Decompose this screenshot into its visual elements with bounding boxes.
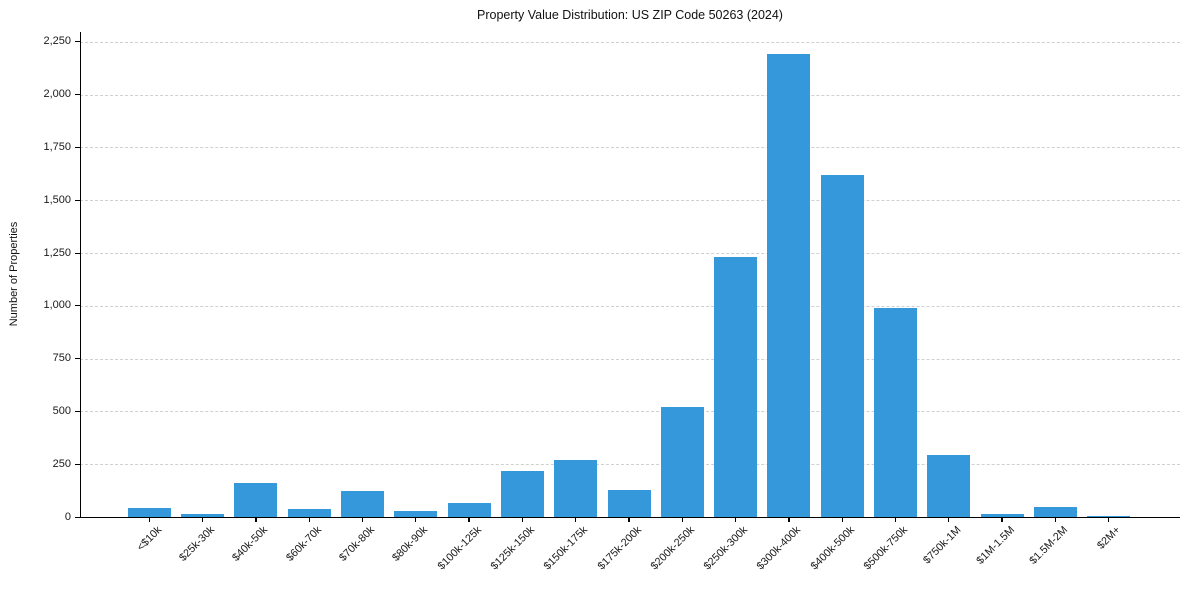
bar-$70k-80k — [341, 491, 384, 517]
bar-$1M-1.5M — [980, 514, 1024, 517]
x-axis-tick — [1054, 517, 1057, 522]
bar-$200k-250k — [660, 407, 704, 517]
bar-$25k-30k — [181, 514, 225, 517]
x-axis-tick — [361, 517, 364, 522]
bar-$750k-1M — [927, 454, 971, 517]
x-axis-tick — [1108, 517, 1110, 522]
x-axis-tick — [575, 517, 577, 522]
y-tick-label: 0 — [64, 510, 71, 523]
x-axis-tick — [255, 517, 257, 522]
x-axis-tick — [468, 517, 470, 522]
y-axis-tick — [75, 410, 80, 413]
bar-$125k-150k — [500, 470, 544, 517]
y-axis-tick — [75, 199, 80, 201]
y-axis-tick — [75, 146, 80, 149]
y-tick-label: 1,000 — [43, 299, 71, 312]
x-tick-label: $250k-300k — [701, 524, 751, 573]
bar-$1.5M-2M — [1033, 506, 1077, 517]
x-tick-label: $25k-30k — [177, 524, 218, 564]
y-tick-label: 2,000 — [43, 88, 71, 101]
x-tick-label: $40k-50k — [230, 524, 271, 564]
y-tick-label: 1,750 — [43, 140, 71, 153]
bar-$300k-400k — [767, 54, 811, 517]
gridline — [80, 358, 1180, 360]
x-tick-label: $1M-1.5M — [973, 524, 1017, 567]
gridline — [80, 147, 1180, 149]
x-axis-tick — [948, 517, 950, 522]
x-tick-label: $175k-200k — [595, 524, 644, 573]
x-tick-label: $150k-175k — [541, 524, 591, 573]
x-tick-label: $125k-150k — [488, 524, 537, 573]
bar-$150k-175k — [554, 460, 598, 517]
x-tick-label: $1.5M-2M — [1027, 524, 1070, 567]
gridline — [80, 464, 1180, 466]
y-tick-label: 750 — [52, 352, 71, 365]
y-tick-label: 500 — [52, 404, 71, 417]
bar-$250k-300k — [714, 257, 758, 517]
x-axis-tick — [841, 517, 843, 522]
gridline — [80, 305, 1180, 307]
x-tick-label: $70k-80k — [337, 524, 377, 564]
x-axis-tick — [1001, 517, 1003, 522]
y-axis-tick — [75, 358, 80, 360]
x-tick-label: $60k-70k — [283, 524, 324, 564]
x-tick-label: $100k-125k — [435, 524, 484, 573]
gridline — [80, 200, 1180, 202]
bar-$500k-750k — [874, 307, 917, 517]
y-axis-tick — [75, 252, 80, 254]
bar-$40k-50k — [234, 483, 278, 517]
y-tick-label: 250 — [52, 457, 71, 470]
y-axis-tick — [75, 305, 80, 307]
plot-area: 0 250 500 750 1,000 1,250 1,500 1,750 2,000 2,250… — [43, 32, 1180, 572]
chart-title: Property Value Distribution: US ZIP Code… — [477, 8, 783, 22]
gridline — [80, 41, 1180, 43]
bar-$175k-200k — [607, 489, 651, 517]
x-axis-tick — [201, 517, 204, 522]
x-axis-tick — [628, 517, 630, 522]
y-axis-spine — [80, 32, 82, 517]
bar-$60k-70k — [287, 508, 331, 517]
x-axis-tick — [681, 517, 683, 522]
gridline — [80, 94, 1180, 96]
y-tick-label: 1,250 — [43, 246, 71, 259]
y-tick-label: 1,500 — [43, 193, 71, 206]
x-tick-label: $300k-400k — [754, 524, 804, 573]
x-tick-label: $2M+ — [1095, 524, 1124, 552]
bar-$100k-125k — [447, 503, 491, 517]
bar-<$10k — [127, 508, 171, 517]
y-axis-tick — [75, 41, 80, 43]
x-axis-tick — [521, 517, 524, 522]
y-tick-label: 2,250 — [43, 35, 71, 48]
gridline — [80, 411, 1180, 413]
gridline — [80, 253, 1180, 254]
x-tick-label: $500k-750k — [861, 524, 910, 573]
bar-$2M+ — [1087, 515, 1131, 517]
bar-$80k-90k — [394, 511, 438, 517]
x-axis-spine — [80, 516, 1180, 518]
x-axis-tick — [148, 517, 150, 522]
bar-$400k-500k — [820, 174, 864, 517]
x-tick-label: <$10k — [134, 524, 164, 554]
x-axis-tick — [894, 517, 897, 522]
x-tick-label: $200k-250k — [648, 524, 697, 573]
x-tick-label: $80k-90k — [390, 524, 431, 564]
x-axis-tick — [415, 517, 417, 522]
y-axis-tick — [75, 516, 80, 518]
y-axis-tick — [75, 463, 80, 465]
x-axis-tick — [788, 517, 790, 522]
y-axis-tick — [75, 94, 80, 96]
x-tick-label: $400k-500k — [808, 524, 857, 573]
x-axis-tick — [734, 517, 737, 522]
x-axis-tick — [308, 517, 310, 522]
x-tick-label: $750k-1M — [920, 524, 964, 567]
